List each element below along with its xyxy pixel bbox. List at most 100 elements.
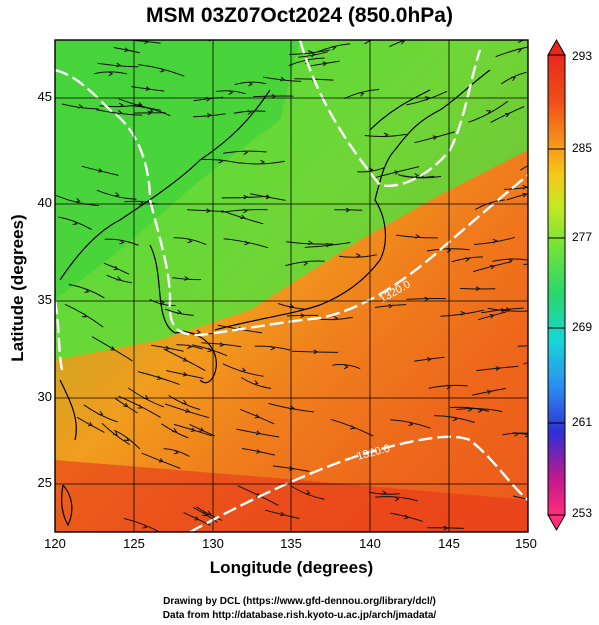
streamline [523, 361, 528, 365]
streamline-arrow [119, 239, 125, 245]
streamline-arrow [532, 30, 536, 34]
streamline [163, 348, 206, 372]
coastlines [59, 69, 491, 527]
streamline-arrow [510, 76, 516, 82]
streamline-arrow [383, 132, 389, 138]
streamline-arrow [172, 427, 178, 433]
streamline-arrow [265, 194, 271, 200]
streamline [173, 423, 212, 437]
x-tick-label: 130 [202, 536, 224, 551]
streamline-arrow [322, 61, 328, 67]
streamline-arrow [206, 510, 212, 515]
streamline [517, 40, 525, 43]
height-contours [55, 40, 528, 532]
streamline-arrow [359, 92, 365, 97]
streamline-arrow [345, 207, 351, 213]
streamline [237, 485, 279, 506]
colorbar-tick-label: 285 [572, 141, 593, 155]
colorbar-tick-label: 277 [572, 230, 593, 244]
streamline-arrow [532, 498, 536, 502]
streamline-arrow [394, 170, 400, 175]
streamline [357, 167, 385, 173]
streamline-arrow [404, 514, 410, 520]
streamline-arrow [207, 347, 213, 353]
streamline-arrow [184, 276, 190, 281]
streamline-arrow [394, 496, 400, 502]
streamline-arrow [537, 159, 541, 162]
y-tick-label: 35 [37, 292, 52, 307]
streamline [397, 174, 435, 178]
streamline [473, 261, 512, 273]
streamline-arrow [176, 309, 182, 315]
streamline-arrow [495, 366, 501, 371]
x-tick-label: 120 [44, 536, 66, 551]
streamline-arrow [240, 214, 246, 220]
streamline-arrow [81, 313, 87, 318]
y-tick-label: 45 [37, 89, 52, 104]
streamline-arrow [475, 286, 481, 291]
streamline [55, 194, 99, 207]
streamline [222, 363, 264, 377]
streamline-arrow [219, 342, 225, 347]
streamline-arrow [248, 81, 254, 87]
streamline [292, 350, 339, 353]
streamline-arrow [142, 524, 148, 529]
streamline-arrow [243, 150, 249, 156]
streamline [476, 365, 519, 372]
streamline-arrow [75, 197, 81, 203]
streamline-arrow [156, 375, 162, 380]
streamline [96, 189, 137, 200]
streamline-arrow [173, 449, 179, 455]
streamline-arrow [196, 329, 202, 335]
streamline [241, 448, 276, 456]
streamline-arrow [165, 345, 171, 351]
streamline-arrow [355, 253, 361, 258]
streamline [406, 297, 446, 300]
streamline-arrow [206, 208, 212, 214]
streamline [151, 344, 184, 352]
colorbar-tick-label: 261 [572, 415, 593, 429]
streamline [239, 408, 275, 425]
streamline-arrow [300, 313, 306, 319]
streamline-arrow [84, 288, 90, 293]
streamline [517, 345, 528, 347]
streamline [164, 403, 210, 419]
streamline-arrow [310, 52, 316, 58]
streamline-arrow [116, 276, 122, 281]
streamline-arrow [114, 192, 120, 197]
streamline [104, 238, 139, 246]
streamline-arrow [181, 399, 187, 405]
streamline [127, 387, 164, 408]
streamline-arrow [72, 220, 78, 225]
streamline [236, 428, 280, 438]
streamline-arrow [408, 421, 414, 427]
streamline-arrow [182, 357, 188, 362]
streamline-arrow [88, 421, 94, 427]
streamline-arrow [522, 192, 528, 198]
streamline [427, 527, 464, 529]
streamline-arrow [415, 234, 421, 239]
streamline [364, 40, 373, 45]
streamline-arrow [97, 168, 104, 173]
streamline-arrow [241, 367, 247, 372]
streamline-arrow [199, 427, 205, 432]
streamline-arrow [247, 109, 253, 115]
streamline-arrow [124, 47, 130, 53]
streamline-arrow [308, 240, 313, 246]
streamline [183, 512, 211, 526]
streamline [523, 263, 528, 265]
chart-title: MSM 03Z07Oct2024 (850.0hPa) [146, 4, 453, 27]
streamline [168, 394, 201, 411]
streamline [163, 448, 190, 457]
streamline [285, 260, 325, 267]
streamline-arrow [207, 113, 212, 118]
streamline [250, 193, 286, 201]
streamline-arrow [255, 430, 261, 436]
colorbar-tick-label: 269 [572, 320, 593, 334]
streamline [76, 416, 105, 433]
streamline [481, 307, 524, 314]
streamline-arrow [343, 364, 349, 370]
y-axis-label: Latitude (degrees) [8, 214, 27, 362]
streamline-arrow [490, 264, 496, 270]
